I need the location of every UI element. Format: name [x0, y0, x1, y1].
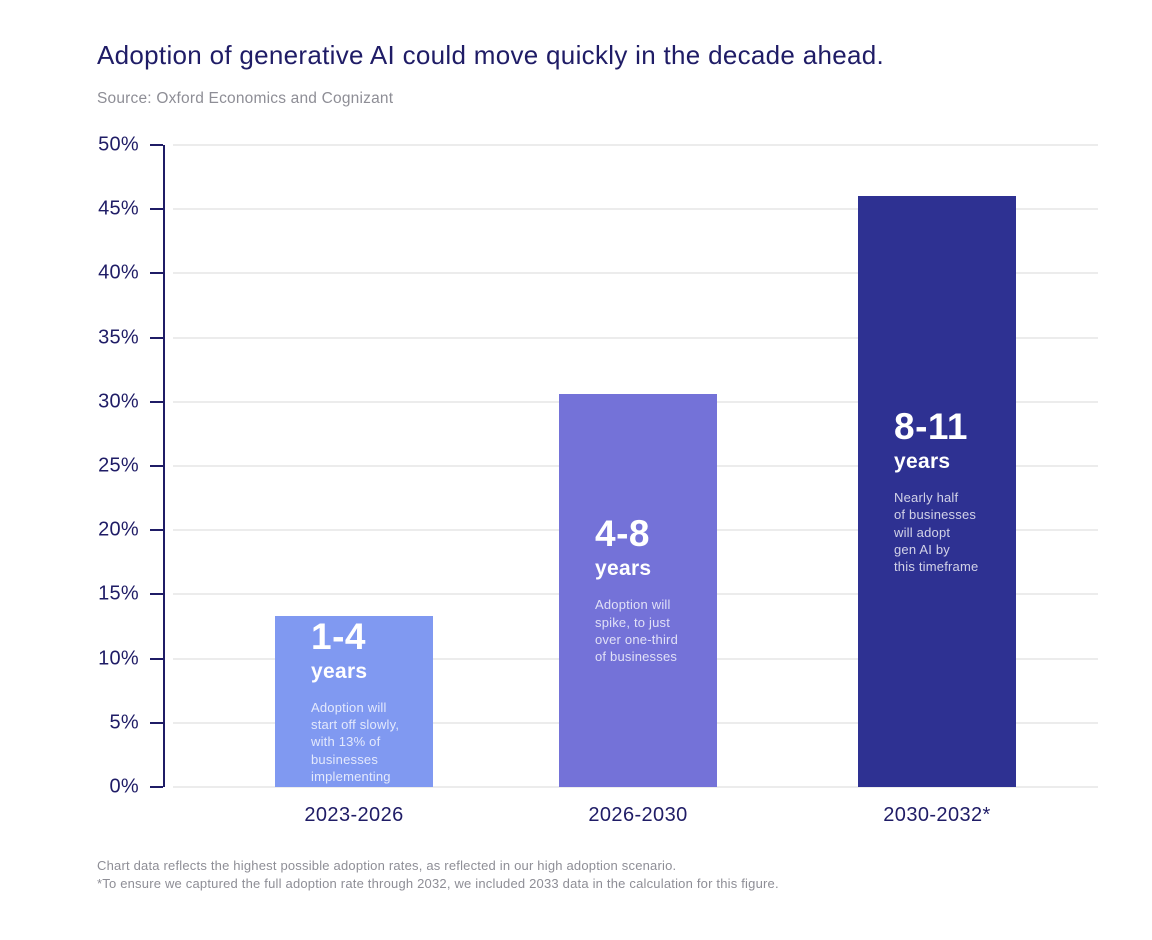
y-axis-tick [150, 144, 163, 146]
y-axis-label: 40% [98, 261, 139, 284]
y-axis-label: 15% [98, 582, 139, 605]
y-axis-tick [150, 529, 163, 532]
y-axis-tick [150, 208, 163, 211]
y-axis-label: 35% [98, 326, 139, 349]
chart-title: Adoption of generative AI could move qui… [97, 40, 885, 70]
bar-years-label: years [311, 659, 368, 683]
bar-2023-2026: 1-4 years Adoption will start off slowly, … [275, 616, 433, 787]
bar-range-label: 4-8 [595, 513, 650, 555]
bar-description: Adoption will spike, to just over one-th… [595, 597, 679, 665]
bar-2026-2030: 4-8 years Adoption will spike, to just ove… [559, 394, 717, 787]
bar-2030-2032: 8-11 years Nearly half of businesses will … [858, 196, 1016, 787]
y-axis-line [163, 145, 165, 787]
y-axis-tick [150, 786, 163, 788]
footnote-line-1: Chart data reflects the highest possible… [97, 858, 677, 873]
y-axis-label: 5% [109, 711, 139, 734]
bar-chart-plot-area: 0% 5% 10% 15% 20% 25% 30% 35% 40% 45% 50% 1-4 years A… [98, 134, 1098, 826]
bar-description: Adoption will start off slowly, with 13%… [311, 699, 400, 785]
y-axis-tick [150, 721, 163, 724]
x-axis-label: 2026-2030 [588, 804, 688, 826]
y-axis-tick [150, 400, 163, 403]
chart-source: Source: Oxford Economics and Cognizant [97, 90, 394, 107]
gridline [173, 272, 1098, 275]
gridline [173, 208, 1098, 211]
bar-years-label: years [894, 449, 951, 473]
y-axis-tick [150, 593, 163, 596]
bar-range-label: 1-4 [311, 615, 366, 657]
footnote-line-2: *To ensure we captured the full adoption… [97, 876, 779, 892]
x-axis-label: 2030-2032* [883, 804, 991, 826]
y-axis-label: 30% [98, 390, 139, 413]
y-axis-label: 25% [98, 454, 139, 477]
y-axis-label: 0% [109, 775, 139, 798]
y-axis-label: 50% [98, 133, 139, 156]
x-axis-label: 2023-2026 [304, 804, 404, 826]
bar-range-label: 8-11 [894, 405, 969, 447]
y-axis-tick [150, 336, 163, 339]
gridline [173, 336, 1098, 339]
y-axis-tick [150, 272, 163, 275]
gridline [173, 144, 1098, 146]
bar-years-label: years [595, 557, 652, 581]
y-axis-label: 10% [98, 647, 139, 670]
y-axis-tick [150, 465, 163, 467]
bar-description: Nearly half of businesses will adopt gen… [894, 489, 979, 575]
y-axis-label: 20% [98, 518, 139, 541]
y-axis-label: 45% [98, 197, 139, 220]
chart-footnotes: Chart data reflects the highest possible… [97, 857, 779, 893]
gridline [173, 786, 1098, 788]
y-axis-tick [150, 657, 163, 660]
